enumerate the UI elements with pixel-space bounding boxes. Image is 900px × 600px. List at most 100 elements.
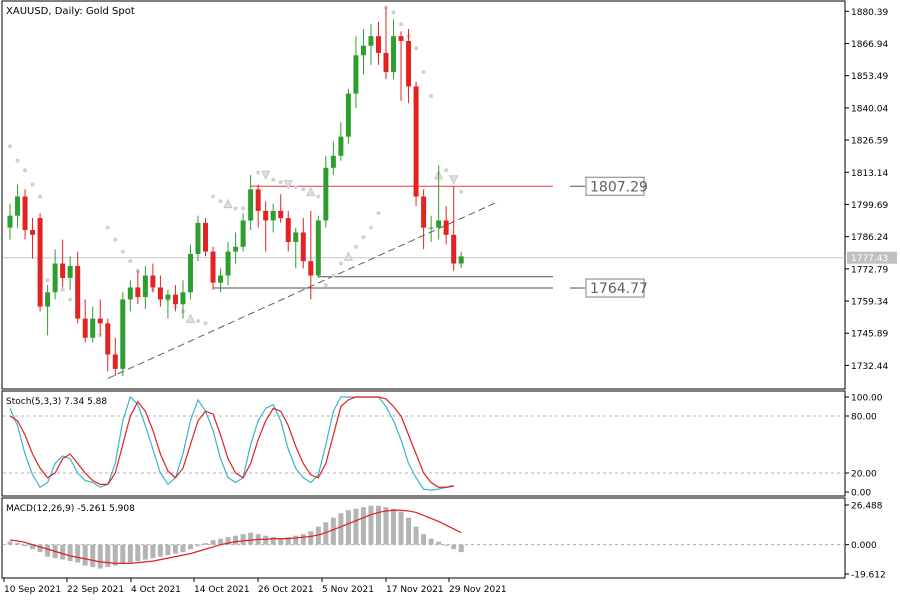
macd-hist-bar — [345, 510, 351, 545]
psar-dot — [105, 225, 110, 230]
candle-body — [443, 220, 449, 235]
psar-dot — [38, 194, 43, 199]
macd-hist-bar — [150, 544, 156, 559]
axis-layer: 1880.39 1866.94 1853.49 1840.04 1826.59 1813.… — [3, 8, 897, 595]
level-label-box — [585, 176, 645, 196]
macd-hist-bar — [360, 507, 366, 545]
psar-dot — [421, 70, 426, 75]
stoch-tick-label: 100.00 — [851, 394, 883, 404]
psar-dot — [196, 318, 200, 323]
macd-hist-bar — [37, 544, 43, 553]
psar-marker — [306, 186, 316, 197]
candle-body — [127, 287, 133, 300]
psar-dot — [293, 184, 298, 189]
candle-body — [90, 318, 96, 338]
macd-hist-bar — [195, 544, 201, 547]
level-label-box — [585, 278, 645, 298]
macd-signal-line — [9, 509, 462, 564]
panel-frames — [1, 0, 846, 579]
macd-hist-bar — [210, 540, 216, 545]
macd-panel — [3, 505, 845, 569]
x-tick-label: 22 Sep 2021 — [67, 585, 124, 595]
macd-hist-bar — [30, 544, 36, 550]
candle-body — [195, 222, 201, 254]
psar-dot — [391, 10, 396, 15]
stoch-tick-label: 20.00 — [851, 470, 877, 480]
trendline — [107, 200, 500, 379]
psar-dot — [113, 237, 118, 242]
macd-hist-bar — [180, 544, 186, 553]
candle-body — [22, 196, 28, 231]
macd-hist-bar — [187, 544, 193, 550]
psar-dot — [278, 180, 283, 185]
candle-body — [293, 232, 299, 242]
candle-body — [218, 275, 224, 283]
macd-tick-label: 0.000 — [851, 541, 877, 551]
candle-body — [383, 52, 389, 73]
price-tick-label: 1853.49 — [851, 72, 888, 82]
macd-hist-bar — [97, 544, 103, 569]
candle-body — [180, 292, 186, 305]
psar-dot — [323, 283, 328, 288]
price-tick-label: 1772.79 — [851, 265, 888, 275]
current-price-label: 1777.43 — [851, 254, 888, 264]
psar-dot — [23, 168, 28, 173]
psar-dot — [256, 170, 261, 175]
macd-hist-bar — [451, 544, 457, 550]
psar-dot — [120, 249, 125, 254]
candle-body — [225, 251, 231, 276]
candle-body — [142, 275, 148, 298]
price-tick-label: 1880.39 — [851, 8, 888, 18]
candle-body — [82, 318, 88, 338]
psar-dot — [271, 177, 276, 182]
macd-hist-bar — [135, 544, 141, 562]
macd-hist-bar — [278, 538, 284, 545]
stoch-tick-label: 80.00 — [851, 413, 877, 423]
candle-body — [135, 287, 141, 298]
macd-hist-bar — [375, 505, 381, 545]
psar-dot — [241, 206, 246, 211]
price-tick-label: 1745.89 — [851, 330, 888, 340]
price-tick-label: 1866.94 — [851, 40, 888, 50]
candle-body — [157, 287, 163, 300]
candle-body — [203, 222, 209, 252]
macd-hist-bar — [330, 517, 336, 545]
candle-body — [345, 93, 351, 137]
macd-hist-bar — [391, 508, 397, 545]
macd-hist-bar — [315, 526, 321, 545]
macd-hist-bar — [263, 535, 269, 545]
candle-body — [105, 323, 111, 355]
psar-dot — [301, 187, 306, 192]
price-tick-label: 1786.24 — [851, 233, 888, 243]
candle-body — [30, 230, 36, 235]
psar-dot — [316, 194, 321, 199]
stoch-k-line — [9, 395, 454, 491]
psar-marker — [343, 251, 354, 261]
psar-marker — [261, 170, 271, 180]
macd-hist-bar — [142, 544, 148, 560]
x-tick-label: 10 Sep 2021 — [4, 585, 61, 595]
macd-hist-bar — [22, 544, 28, 547]
candle-body — [52, 263, 58, 293]
candle-body — [210, 251, 216, 283]
candle-body — [150, 275, 156, 288]
psar-dot — [444, 168, 449, 173]
psar-dot — [233, 206, 238, 211]
candle-body — [458, 256, 464, 264]
candle-body — [428, 227, 434, 229]
psar-dot — [399, 22, 404, 27]
price-tick-label: 1732.44 — [851, 362, 888, 372]
candle-body — [360, 45, 366, 56]
x-tick-label: 5 Nov 2021 — [322, 585, 374, 595]
psar-dot — [30, 182, 35, 187]
stoch-tick-label: 0.00 — [851, 489, 871, 499]
candle-body — [112, 354, 118, 369]
candle-body — [172, 294, 178, 305]
candle-body — [300, 232, 306, 262]
psar-dot — [414, 46, 419, 51]
psar-dot — [211, 194, 216, 199]
macd-hist-bar — [233, 535, 239, 545]
candle-body — [60, 263, 66, 278]
macd-hist-bar — [270, 537, 276, 545]
price-tick-label: 1826.59 — [851, 137, 888, 147]
